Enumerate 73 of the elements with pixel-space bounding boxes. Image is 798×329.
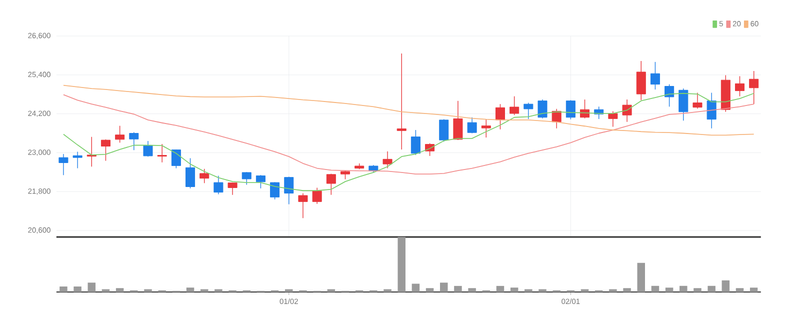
bar xyxy=(736,288,744,292)
bar xyxy=(440,282,448,292)
candlestick xyxy=(200,168,210,184)
bar xyxy=(468,288,476,292)
bar xyxy=(60,286,68,292)
candlestick xyxy=(312,187,322,204)
candlestick xyxy=(410,130,420,156)
bar xyxy=(327,289,336,292)
candlestick xyxy=(524,102,534,120)
candlestick xyxy=(495,104,505,130)
bar xyxy=(102,289,110,292)
candlestick xyxy=(608,110,618,128)
bar xyxy=(398,236,406,292)
bar xyxy=(637,262,646,292)
bar xyxy=(88,282,96,292)
bar xyxy=(665,288,674,292)
candlestick xyxy=(650,62,660,90)
bar xyxy=(496,286,504,292)
candlestick xyxy=(157,144,167,163)
bar xyxy=(214,289,222,292)
bar xyxy=(722,280,730,292)
bar xyxy=(750,288,758,292)
candlestick xyxy=(678,88,688,121)
bar xyxy=(200,289,208,292)
bar xyxy=(510,288,518,292)
bar xyxy=(651,286,660,292)
bar xyxy=(384,289,392,292)
bar xyxy=(426,288,434,292)
bar xyxy=(623,288,631,292)
candlestick xyxy=(481,118,491,138)
candlestick xyxy=(58,154,68,176)
candlestick xyxy=(692,92,702,109)
candlestick xyxy=(396,53,406,150)
bar xyxy=(694,288,702,292)
candlestick xyxy=(129,132,139,150)
bar xyxy=(454,286,462,292)
candlestick xyxy=(749,70,759,104)
bar xyxy=(74,286,82,292)
bar xyxy=(116,288,124,292)
candlestick xyxy=(228,182,238,196)
candlestick xyxy=(734,76,745,97)
candlestick xyxy=(326,173,336,196)
candlestick xyxy=(143,140,153,157)
bar xyxy=(524,289,532,292)
candlestick xyxy=(538,99,548,119)
candlestick xyxy=(706,92,716,129)
bar xyxy=(186,288,194,292)
bar xyxy=(609,289,617,292)
candlestick xyxy=(453,100,463,140)
candlestick xyxy=(270,182,280,200)
candlestick xyxy=(214,175,224,195)
candlestick xyxy=(622,99,632,122)
bar xyxy=(708,286,716,292)
candlestick xyxy=(636,60,646,101)
bar xyxy=(285,289,293,292)
bar xyxy=(580,289,589,292)
candlestick xyxy=(467,117,477,134)
candlestick xyxy=(242,172,252,186)
candlestick xyxy=(256,174,266,189)
candlestick xyxy=(284,176,294,205)
bar xyxy=(538,289,546,292)
candlestick xyxy=(566,100,576,120)
candlestick xyxy=(115,125,125,143)
candlestick xyxy=(72,151,82,169)
candlestick xyxy=(298,192,308,219)
candlestick xyxy=(510,96,520,116)
candlestick xyxy=(186,158,196,189)
bar xyxy=(680,286,688,292)
bar xyxy=(144,289,152,292)
candlestick xyxy=(664,84,674,108)
candlestick xyxy=(382,151,392,169)
bar xyxy=(412,284,420,292)
candlestick xyxy=(100,139,110,162)
